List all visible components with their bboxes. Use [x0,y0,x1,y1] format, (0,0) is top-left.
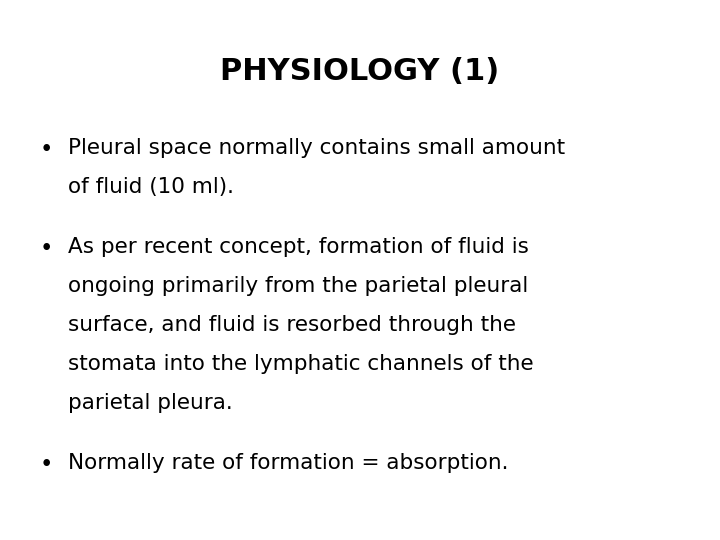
Text: As per recent concept, formation of fluid is: As per recent concept, formation of flui… [68,237,529,257]
Text: parietal pleura.: parietal pleura. [68,393,233,413]
Text: surface, and fluid is resorbed through the: surface, and fluid is resorbed through t… [68,315,516,335]
Text: of fluid (10 ml).: of fluid (10 ml). [68,177,235,197]
Text: Pleural space normally contains small amount: Pleural space normally contains small am… [68,138,565,158]
Text: PHYSIOLOGY (1): PHYSIOLOGY (1) [220,57,500,86]
Text: ongoing primarily from the parietal pleural: ongoing primarily from the parietal pleu… [68,276,528,296]
Text: •: • [40,237,53,260]
Text: •: • [40,453,53,476]
Text: Normally rate of formation = absorption.: Normally rate of formation = absorption. [68,453,509,473]
Text: stomata into the lymphatic channels of the: stomata into the lymphatic channels of t… [68,354,534,374]
Text: •: • [40,138,53,161]
